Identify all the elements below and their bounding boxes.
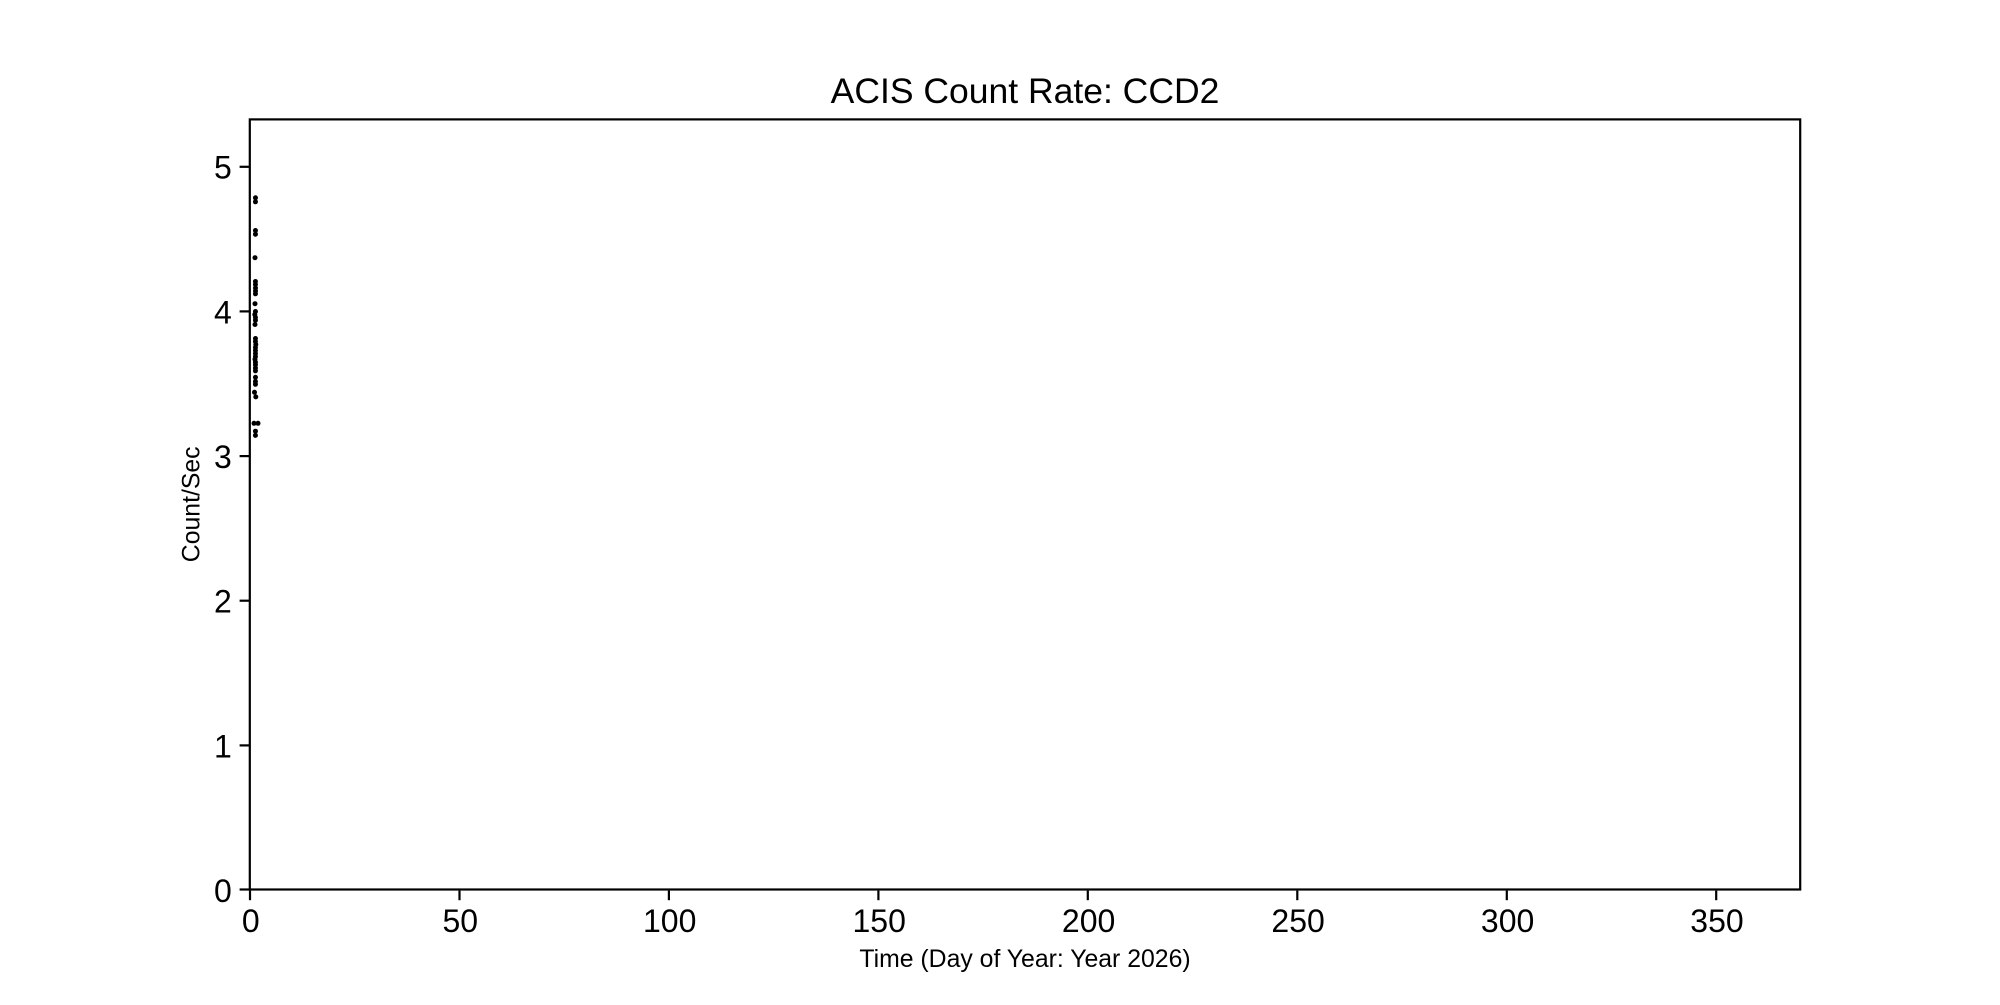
svg-text:1: 1 (214, 728, 232, 764)
svg-text:0: 0 (214, 873, 232, 909)
svg-text:2: 2 (214, 584, 232, 620)
svg-text:200: 200 (1062, 903, 1115, 939)
svg-text:150: 150 (853, 903, 906, 939)
svg-text:300: 300 (1481, 903, 1534, 939)
svg-text:50: 50 (443, 903, 479, 939)
svg-text:ACIS Count Rate: CCD2: ACIS Count Rate: CCD2 (831, 71, 1220, 111)
svg-text:0: 0 (242, 903, 260, 939)
svg-text:Count/Sec: Count/Sec (178, 446, 205, 562)
svg-text:Time (Day of Year: Year 2026): Time (Day of Year: Year 2026) (859, 946, 1190, 973)
svg-text:3: 3 (214, 439, 232, 475)
svg-text:250: 250 (1271, 903, 1324, 939)
svg-text:5: 5 (214, 150, 232, 186)
svg-text:350: 350 (1690, 903, 1743, 939)
svg-text:100: 100 (643, 903, 696, 939)
svg-text:4: 4 (214, 294, 232, 330)
